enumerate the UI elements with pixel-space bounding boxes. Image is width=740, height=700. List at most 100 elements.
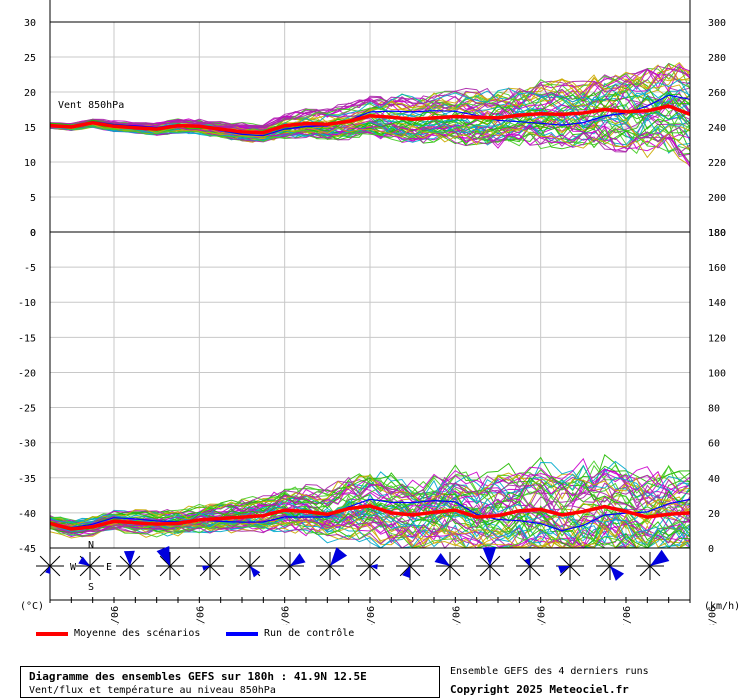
wind-rose (196, 552, 224, 580)
y-tick-right: 0 (708, 544, 714, 555)
member-line (49, 83, 691, 128)
rose-spoke (369, 555, 381, 567)
y-tick-right: 200 (708, 193, 726, 204)
rose-spoke (39, 565, 51, 577)
rose-spoke (369, 565, 381, 577)
y-tick-right: 280 (708, 53, 726, 64)
mean-line (49, 104, 691, 135)
y-tick-right: 260 (708, 88, 726, 99)
rose-wedge (434, 552, 450, 566)
x-tick-label: 03/06 (281, 606, 292, 625)
member-line (49, 109, 691, 146)
member-line (49, 464, 691, 532)
rose-wedge (45, 566, 51, 574)
rose-spoke (449, 555, 461, 567)
rose-spoke (199, 555, 211, 567)
rose-spoke (559, 555, 571, 567)
rose-spoke (649, 565, 661, 577)
wind-annotation: Vent 850hPa (58, 100, 124, 111)
ensemble-info: Ensemble GEFS des 4 derniers runs (450, 666, 649, 677)
y-tick-left: 0 (30, 228, 36, 239)
rose-wedge (370, 564, 378, 570)
rose-spoke (119, 555, 131, 567)
y-tick-left: -15 (18, 333, 36, 344)
rose-spoke (159, 565, 171, 577)
y-tick-right: 100 (708, 368, 726, 379)
rose-spoke (489, 555, 501, 567)
rose-spoke (249, 555, 261, 567)
rose-spoke (359, 555, 371, 567)
y-tick-right: 80 (708, 404, 720, 415)
legend-mean-swatch (36, 631, 68, 636)
member-line (49, 476, 691, 529)
wind-rose (116, 550, 144, 580)
rose-spoke (559, 565, 571, 577)
rose-spoke (639, 565, 651, 577)
y-tick-right: 20 (708, 509, 720, 520)
rose-wedge (123, 550, 135, 566)
rose-spoke (479, 565, 491, 577)
wind-rose (356, 552, 384, 580)
rose-spoke (409, 565, 421, 577)
rose-spoke (279, 555, 291, 567)
rose-spoke (119, 565, 131, 577)
title-box: Diagramme des ensembles GEFS sur 180h : … (20, 666, 440, 698)
member-line (49, 498, 691, 546)
rose-spoke (289, 565, 301, 577)
y-tick-right: 120 (708, 333, 726, 344)
rose-spoke (599, 565, 611, 577)
x-tick-label: 04/06 (366, 606, 377, 625)
compass-letter: S (88, 582, 94, 593)
member-line (49, 494, 691, 541)
rose-spoke (569, 555, 581, 567)
rose-spoke (479, 555, 491, 567)
y-tick-left: 15 (24, 123, 36, 134)
wind-rose: N SW E (70, 540, 112, 593)
legend-mean-label: Moyenne des scénarios (74, 628, 201, 639)
wind-rose (236, 552, 264, 580)
member-line (49, 474, 691, 527)
y-tick-left: -5 (24, 263, 36, 274)
labels: 51015202530200220240260280300-45-40-35-3… (18, 18, 740, 625)
y-tick-right: 60 (708, 439, 720, 450)
wind-rose (636, 549, 670, 580)
rose-wedge (330, 547, 348, 566)
wind-rose (156, 546, 184, 580)
y-tick-left: -30 (18, 439, 36, 450)
rose-wedge (558, 566, 570, 574)
member-line (49, 468, 691, 529)
compass-letter: N (88, 540, 94, 551)
wind-roses: N SW E (36, 540, 670, 593)
x-tick-label: 01/06 (110, 606, 121, 625)
y-tick-right: 180 (708, 228, 726, 239)
rose-spoke (569, 565, 581, 577)
copyright: Copyright 2025 Meteociel.fr (450, 683, 629, 696)
rose-wedge (402, 566, 410, 578)
chart-subtitle: Vent/flux et température au niveau 850hP… (29, 685, 276, 696)
rose-wedge (524, 558, 530, 566)
member-line (49, 63, 691, 140)
unit-left: (°C) (20, 601, 44, 612)
x-tick-label: 06/06 (537, 606, 548, 625)
rose-spoke (49, 565, 61, 577)
rose-spoke (49, 555, 61, 567)
rose-spoke (319, 565, 331, 577)
mean-lines (49, 104, 691, 531)
member-line (49, 473, 691, 526)
rose-wedge (156, 546, 170, 566)
rose-spoke (79, 565, 91, 577)
wind-rose (36, 552, 64, 580)
rose-spoke (529, 565, 541, 577)
rose-spoke (39, 555, 51, 567)
rose-spoke (359, 565, 371, 577)
wind-rose (516, 552, 544, 580)
y-tick-left: 25 (24, 53, 36, 64)
y-tick-left: -35 (18, 474, 36, 485)
x-tick-label: 08/06 (707, 606, 718, 625)
wind-rose (396, 552, 424, 580)
rose-spoke (89, 555, 101, 567)
y-tick-right: 240 (708, 123, 726, 134)
member-line (49, 65, 691, 131)
y-tick-left: 10 (24, 158, 36, 169)
rose-spoke (399, 565, 411, 577)
